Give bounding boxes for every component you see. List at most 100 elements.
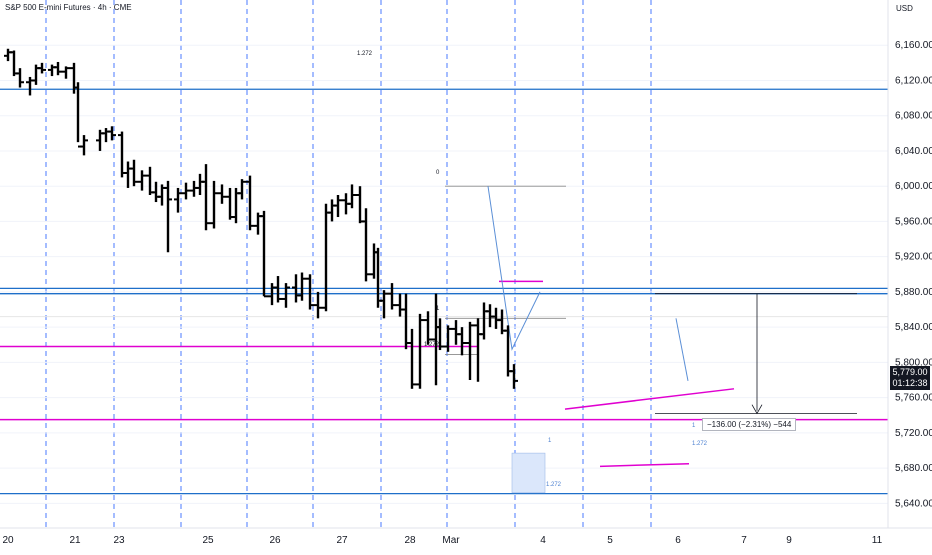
ohlc-bar xyxy=(424,311,432,345)
price-tick-label: 5,720.00 xyxy=(895,428,932,439)
price-axis: 6,160.00 6,120.00 6,080.00 6,040.00 6,000.00… xyxy=(887,0,932,528)
price-tick-label: 5,840.00 xyxy=(895,322,932,333)
price-tick-label: 6,120.00 xyxy=(895,75,932,86)
price-tick-label: 5,960.00 xyxy=(895,216,932,227)
fib-label-right-ext: 1.272 xyxy=(692,441,708,447)
price-tick-label: 5,680.00 xyxy=(895,463,932,474)
fib-label-right-one: 1 xyxy=(692,423,696,429)
ohlc-bar xyxy=(314,291,322,319)
ohlc-bar xyxy=(102,128,110,143)
time-tick-label: 26 xyxy=(269,535,281,546)
measure-arrow-head xyxy=(751,404,763,415)
time-tick-label: 6 xyxy=(675,535,681,546)
ohlc-bar xyxy=(452,320,460,345)
ohlc-bar xyxy=(274,276,282,303)
ohlc-bar xyxy=(218,184,226,204)
measure-tool xyxy=(655,293,857,415)
time-tick-label: 5 xyxy=(607,535,613,546)
ohlc-bar xyxy=(182,182,190,200)
price-tick-label: 5,920.00 xyxy=(895,252,932,263)
time-tick-label: Mar xyxy=(442,535,460,546)
ohlc-bar xyxy=(164,180,172,253)
time-tick-label: 4 xyxy=(540,535,546,546)
time-tick-label: 9 xyxy=(786,535,792,546)
ohlc-bar xyxy=(380,290,388,319)
ohlc-bar xyxy=(196,173,204,195)
ohlc-bar xyxy=(238,179,246,200)
ohlc-bar xyxy=(118,131,126,178)
ohlc-bar xyxy=(10,50,18,77)
ohlc-bar xyxy=(282,283,290,308)
ohlc-bar xyxy=(4,48,12,62)
zigzag-pattern xyxy=(487,186,541,351)
ohlc-bar xyxy=(174,187,182,213)
ohlc-bar xyxy=(124,161,132,188)
bar-countdown: 01:12:38 xyxy=(892,378,928,388)
ohlc-bar xyxy=(388,283,396,310)
ohlc-bar xyxy=(328,199,336,222)
ohlc-bar xyxy=(466,321,474,380)
ohlc-bar xyxy=(396,293,404,317)
time-tick-label: 23 xyxy=(113,535,125,546)
fib-label-upper-ext: 1.272 xyxy=(357,51,373,57)
fib-label-top-one: 1 xyxy=(436,306,440,312)
ohlc-bar xyxy=(130,159,138,187)
ohlc-bar xyxy=(322,203,330,312)
ohlc-bar xyxy=(444,325,452,352)
ohlc-bar xyxy=(38,62,46,74)
ohlc-bar xyxy=(356,186,364,224)
ohlc-bar xyxy=(202,164,210,231)
ohlc-bar xyxy=(348,184,356,209)
ohlc-bar xyxy=(504,325,512,377)
session-dividers xyxy=(45,0,652,528)
time-tick-label: 20 xyxy=(2,535,14,546)
fib-label-top-ext: 1.272 xyxy=(424,342,440,348)
fib-label-lower-one: 1 xyxy=(548,438,552,444)
ohlc-bar xyxy=(402,293,410,350)
current-price: 5,779.00 xyxy=(892,367,928,377)
measure-label: −136.00 (−2.31%) −544 xyxy=(702,418,797,431)
time-tick-label: 7 xyxy=(741,535,747,546)
ohlc-bar xyxy=(152,181,160,203)
ohlc-bar xyxy=(408,328,416,389)
projection-box xyxy=(511,452,546,494)
price-levels xyxy=(0,44,888,504)
ohlc-bar xyxy=(298,272,306,301)
time-tick-label: 27 xyxy=(336,535,348,546)
ohlc-bar xyxy=(16,68,24,88)
time-tick-label: 21 xyxy=(69,535,81,546)
time-tick-label: 25 xyxy=(202,535,214,546)
magenta-trendline xyxy=(564,388,735,410)
fibonacci-drawings xyxy=(445,185,689,494)
chart-title: S&P 500 E-mini Futures · 4h · CME xyxy=(5,3,132,12)
price-tick-label: 5,760.00 xyxy=(895,393,932,404)
time-tick-label: 28 xyxy=(404,535,416,546)
ohlc-bar xyxy=(510,364,518,389)
currency-label: USD xyxy=(896,4,913,13)
ohlc-bar xyxy=(260,210,268,298)
price-tick-label: 6,040.00 xyxy=(895,146,932,157)
ohlc-bar xyxy=(334,195,342,218)
ohlc-bar xyxy=(226,187,234,220)
price-tick-label: 5,640.00 xyxy=(895,498,932,509)
price-tick-label: 5,800.00 xyxy=(895,357,932,368)
ohlc-bar xyxy=(306,274,314,310)
ohlc-bar xyxy=(138,170,146,191)
ohlc-bar xyxy=(210,180,218,229)
price-tick-label: 5,880.00 xyxy=(895,287,932,298)
ohlc-bar xyxy=(108,126,116,141)
magenta-target-line xyxy=(599,462,690,468)
ohlc-bar xyxy=(80,135,88,156)
time-axis: 20 21 23 25 26 27 28 Mar 4 5 6 7 9 11 xyxy=(0,527,932,546)
price-tick-label: 6,080.00 xyxy=(895,111,932,122)
current-price-badge: 5,779.00 01:12:38 xyxy=(890,366,930,390)
fib-label-top-zero: 0 xyxy=(436,170,440,176)
price-tick-label: 6,160.00 xyxy=(895,40,932,51)
ohlc-bar xyxy=(480,302,488,340)
zigzag-pattern xyxy=(675,318,689,381)
ohlc-bar xyxy=(474,318,482,382)
ohlc-bar xyxy=(436,318,444,351)
ohlc-bar xyxy=(246,175,254,231)
